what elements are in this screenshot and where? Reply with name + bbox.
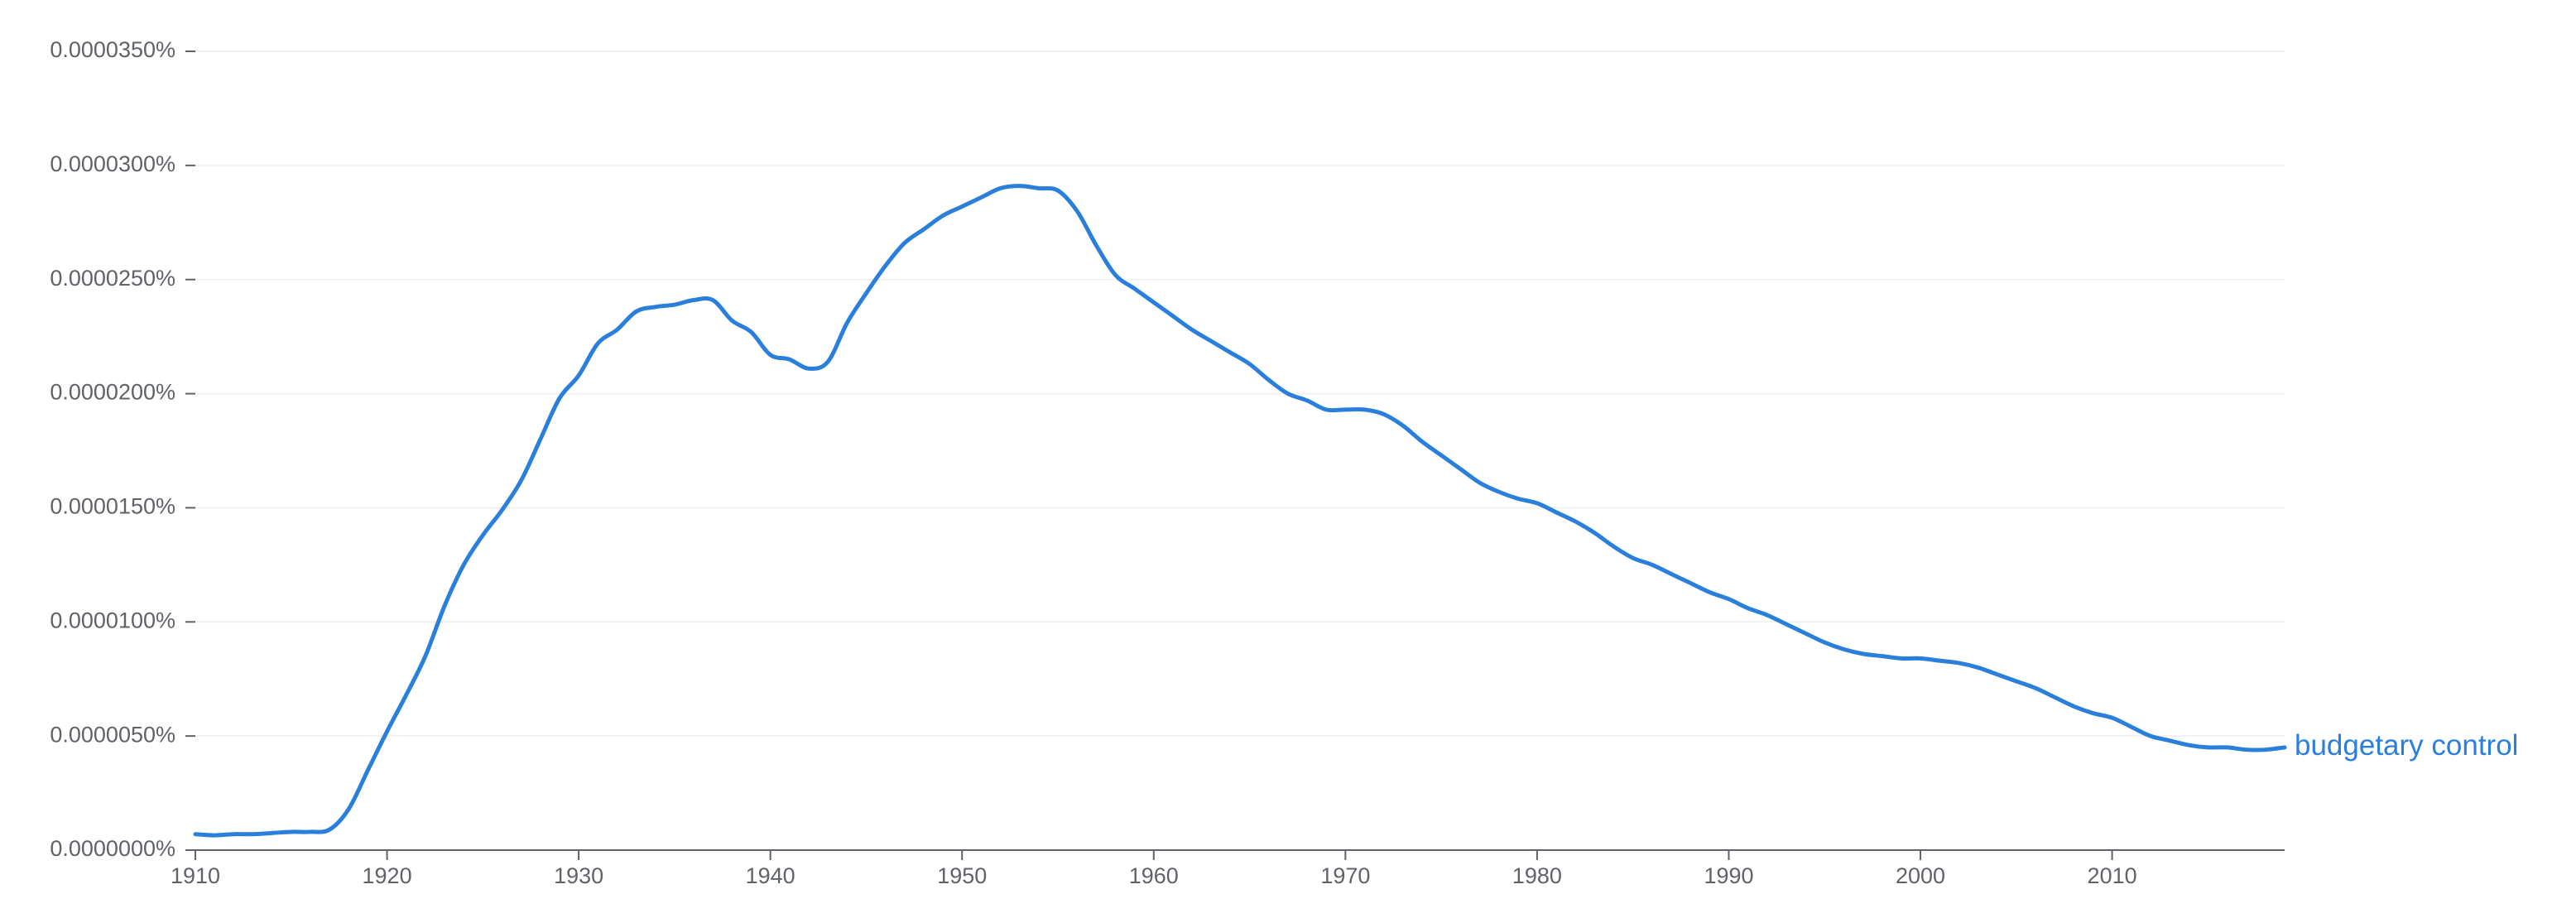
y-tick-label: 0.0000000% — [50, 836, 175, 861]
x-tick-label: 1970 — [1320, 863, 1370, 888]
x-tick-label: 1910 — [171, 863, 220, 888]
y-tick-label: 0.0000200% — [50, 380, 175, 405]
x-tick-label: 1980 — [1512, 863, 1562, 888]
y-tick-label: 0.0000300% — [50, 151, 175, 176]
x-axis: 1910 1920 1930 1940 1950 1960 1970 1980 1990 2000… — [171, 849, 2285, 888]
y-tick-label: 0.0000050% — [50, 722, 175, 747]
series-group: budgetary control — [193, 184, 2518, 838]
x-tick-label: 1960 — [1129, 863, 1179, 888]
x-tick-label: 1990 — [1704, 863, 1753, 888]
series-line-budgetary-control — [193, 184, 2287, 838]
gridlines — [195, 50, 2285, 738]
y-tick-label: 0.0000250% — [50, 266, 175, 291]
x-tick-label: 1940 — [746, 863, 795, 888]
y-tick-label: 0.0000100% — [50, 608, 175, 632]
x-tick-label: 1930 — [554, 863, 603, 888]
x-tick-label: 1950 — [937, 863, 987, 888]
x-tick-label: 2000 — [1896, 863, 1945, 888]
y-axis: 0.0000000% 0.0000050% 0.0000100% 0.0000150%… — [50, 37, 195, 861]
x-tick-label: 1920 — [363, 863, 412, 888]
y-tick-label: 0.0000350% — [50, 37, 175, 62]
series-label[interactable]: budgetary control — [2295, 729, 2518, 762]
y-tick-label: 0.0000150% — [50, 494, 175, 519]
x-tick-label: 2010 — [2088, 863, 2137, 888]
